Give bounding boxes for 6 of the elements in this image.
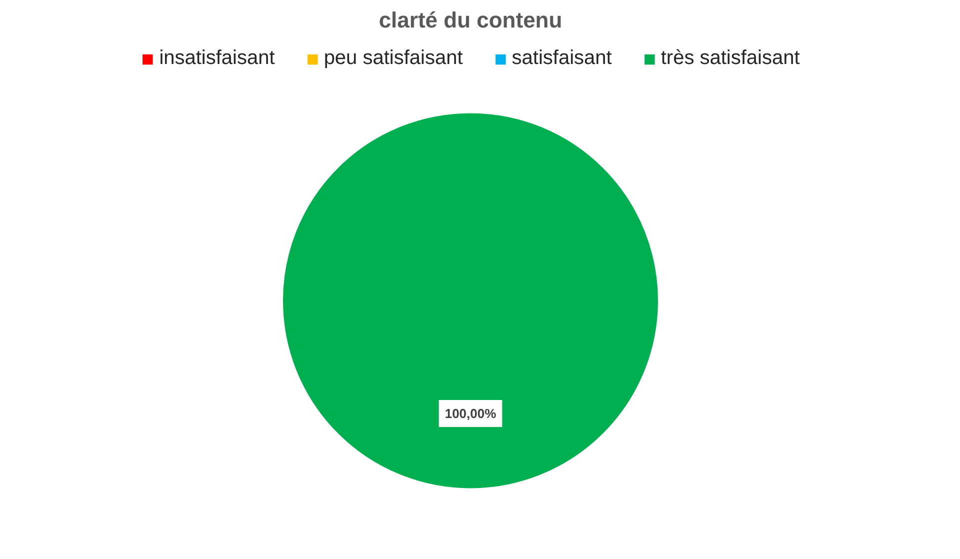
legend-label: peu satisfaisant bbox=[324, 47, 463, 70]
data-label: 100,00% bbox=[444, 406, 497, 421]
legend-label: très satisfaisant bbox=[660, 47, 800, 70]
legend-label: satisfaisant bbox=[512, 47, 612, 70]
legend-label: insatisfaisant bbox=[159, 47, 275, 70]
chart-title: clarté du contenu bbox=[378, 8, 562, 32]
